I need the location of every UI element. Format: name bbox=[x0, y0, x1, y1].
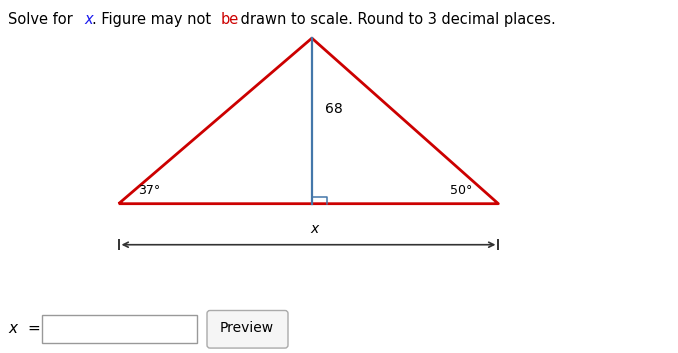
Text: Preview: Preview bbox=[220, 321, 274, 335]
Text: drawn to scale. Round to 3 decimal places.: drawn to scale. Round to 3 decimal place… bbox=[236, 12, 555, 27]
Text: 37°: 37° bbox=[138, 184, 160, 197]
FancyBboxPatch shape bbox=[207, 311, 288, 348]
Text: 50°: 50° bbox=[450, 184, 472, 197]
Text: x: x bbox=[84, 12, 93, 27]
Text: be: be bbox=[220, 12, 239, 27]
FancyBboxPatch shape bbox=[42, 316, 197, 343]
Text: . Figure may not: . Figure may not bbox=[92, 12, 216, 27]
Text: $x$: $x$ bbox=[310, 222, 321, 236]
Text: 68: 68 bbox=[325, 102, 343, 116]
Text: $x$  =: $x$ = bbox=[8, 321, 40, 336]
Text: Solve for: Solve for bbox=[8, 12, 77, 27]
